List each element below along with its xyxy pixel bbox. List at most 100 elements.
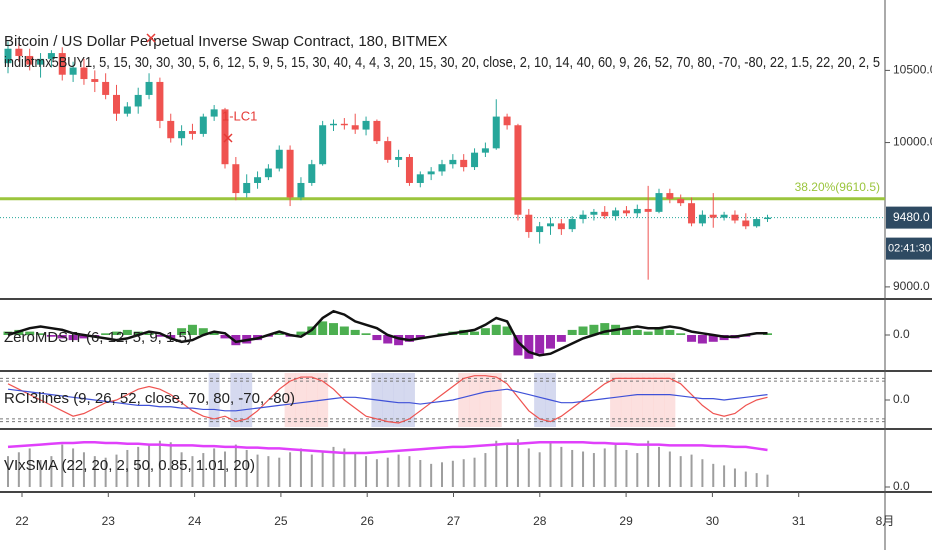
overbought-band: [664, 373, 676, 427]
indicator-line: [7, 441, 768, 455]
candle-body: [340, 123, 348, 126]
candle-body: [178, 131, 186, 139]
histogram-bar: [256, 454, 259, 487]
histogram-bar: [473, 457, 476, 487]
histogram-bar: [25, 331, 35, 335]
histogram-bar: [755, 473, 758, 487]
histogram-bar: [708, 335, 718, 342]
candle-body: [525, 214, 533, 233]
histogram-bar: [365, 456, 368, 487]
overbought-band: [653, 373, 665, 427]
histogram-bar: [603, 448, 606, 487]
histogram-bar: [224, 451, 226, 487]
histogram-bar: [198, 328, 208, 335]
histogram-bar: [589, 324, 599, 335]
candle-body: [405, 156, 413, 183]
overbought-band: [469, 373, 481, 427]
histogram-bar: [177, 328, 187, 335]
oversold-band: [382, 373, 394, 427]
candle-body: [384, 141, 392, 160]
histogram-bar: [567, 329, 577, 335]
histogram-bar: [491, 324, 501, 335]
histogram-bar: [278, 457, 281, 487]
candle-body: [492, 116, 500, 149]
candle-body: [536, 226, 544, 233]
histogram-bar: [7, 456, 9, 487]
candle-body: [221, 109, 229, 165]
overbought-band: [306, 373, 318, 427]
histogram-bar: [82, 452, 85, 487]
x-tick-label: 24: [188, 514, 202, 528]
candle-body: [644, 208, 652, 212]
x-tick-label: 22: [15, 514, 29, 528]
oversold-band: [534, 373, 546, 427]
histogram-bar: [231, 335, 241, 346]
histogram-bar: [332, 446, 335, 487]
overbought-band: [490, 373, 502, 427]
x-tick-label: 30: [706, 514, 720, 528]
signal-marker: [146, 33, 233, 143]
histogram-bar: [592, 453, 595, 487]
histogram-bar: [166, 335, 176, 339]
histogram-bar: [289, 452, 292, 487]
histogram-bar: [386, 457, 389, 487]
histogram-bar: [245, 449, 248, 487]
candle-body: [286, 149, 294, 198]
histogram-bar: [112, 331, 121, 335]
histogram-bar: [524, 335, 534, 359]
plot: 38.20%(9610.5): [0, 41, 885, 487]
histogram-bar: [310, 454, 313, 487]
histogram-bar: [104, 457, 107, 487]
histogram-bar: [712, 463, 715, 487]
y-tick-label: 0.0: [893, 327, 910, 341]
histogram-bar: [549, 442, 552, 487]
histogram-bar: [329, 323, 338, 335]
histogram-bar: [321, 451, 324, 487]
candle-body: [731, 214, 739, 221]
panel-title: ZeroMDSTr (6, 12, 5, 9, 1.5): [4, 329, 192, 346]
candle-body: [720, 214, 728, 218]
candle-body: [753, 219, 761, 227]
histogram-bar: [668, 451, 671, 487]
candle-body: [113, 94, 120, 114]
histogram-bar: [155, 335, 165, 337]
candle-body: [297, 182, 305, 198]
chart-title: Bitcoin / US Dollar Perpetual Inverse Sw…: [4, 33, 448, 50]
candle-body: [622, 210, 630, 214]
candle-body: [254, 177, 262, 183]
histogram-bar: [556, 335, 566, 342]
candle-body: [709, 214, 717, 218]
candle-body: [319, 125, 327, 165]
histogram-bar: [404, 335, 414, 342]
histogram-bar: [632, 329, 642, 335]
histogram-bar: [676, 333, 686, 335]
overbought-band: [631, 373, 643, 427]
histogram-bar: [679, 456, 682, 487]
y-tick-label: 10000.0: [893, 135, 932, 149]
x-tick-label: 29: [619, 514, 633, 528]
candle-body: [275, 149, 283, 169]
histogram-bar: [744, 471, 747, 487]
candle-body: [351, 125, 359, 130]
candle-body: [210, 109, 218, 117]
histogram-bar: [697, 335, 707, 344]
histogram-bar: [397, 454, 400, 487]
countdown-label: 02:41:30: [888, 243, 931, 255]
histogram-bar: [354, 453, 357, 487]
histogram-bar: [733, 468, 736, 487]
candle-body: [568, 219, 576, 230]
histogram-bar: [430, 463, 433, 487]
candle-body: [590, 211, 598, 215]
candle-body: [37, 58, 45, 65]
histogram-bar: [535, 335, 545, 354]
candle-body: [438, 164, 446, 172]
histogram-bar: [137, 446, 140, 487]
y-tick-label: 9000.0: [893, 279, 930, 293]
histogram-bar: [115, 454, 118, 487]
histogram-bar: [209, 331, 219, 335]
candle-body: [58, 53, 66, 75]
histogram-bar: [643, 331, 653, 335]
histogram-bar: [506, 444, 509, 487]
